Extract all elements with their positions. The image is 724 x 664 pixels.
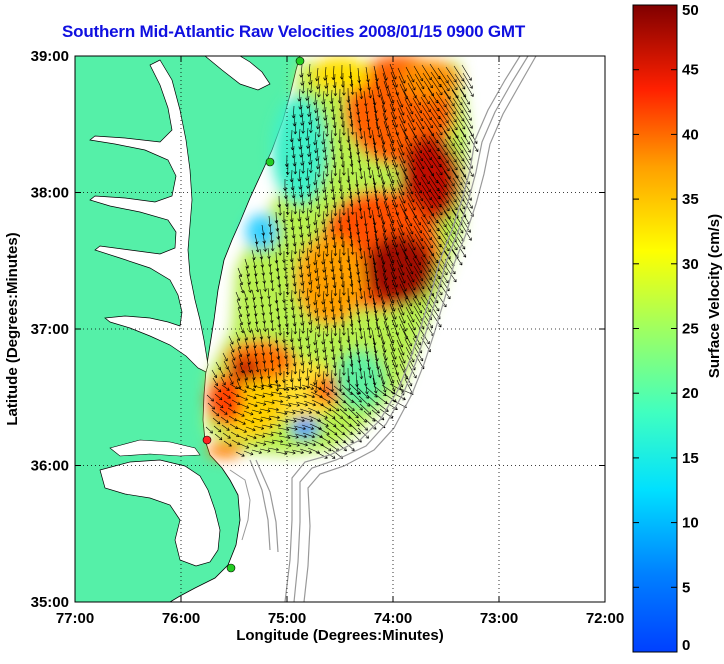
- radar-site-marker: [295, 56, 305, 66]
- delaware-bay: [204, 56, 271, 91]
- y-tick-label: 36:00: [31, 458, 69, 475]
- colorbar-tick-label: 20: [682, 385, 699, 402]
- albemarle-sound: [109, 439, 201, 457]
- x-axis-label: Longitude (Degrees:Minutes): [236, 627, 444, 644]
- radar-site-marker: [265, 157, 275, 167]
- x-axis: 77:00 76:00 75:00 74:00 73:00 72:00: [56, 56, 624, 627]
- x-tick-label: 73:00: [480, 610, 518, 627]
- colorbar-tick-label: 35: [682, 191, 699, 208]
- y-axis-label: Latitude (Degrees:Minutes): [4, 232, 21, 425]
- colorbar-tick-label: 0: [682, 637, 690, 654]
- y-tick-label: 35:00: [31, 594, 69, 611]
- pamlico-sound: [99, 459, 221, 567]
- colorbar-label: Surface Velocity (cm/s): [706, 214, 723, 378]
- nc-shelf-contour: [229, 469, 251, 541]
- colorbar-tick-label: 45: [682, 62, 699, 79]
- velocity-field: [205, 56, 468, 458]
- vector-arrow-paths: [205, 63, 479, 459]
- x-tick-label: 75:00: [268, 610, 306, 627]
- radar-site-marker: [202, 435, 212, 445]
- radar-site-marker: [226, 563, 236, 573]
- y-tick-label: 38:00: [31, 185, 69, 202]
- gridlines: [75, 56, 605, 602]
- x-tick-label: 76:00: [162, 610, 200, 627]
- colorbar-ticks: 0 5 10 15 20 25 30 35 40 45 50: [633, 2, 699, 654]
- y-tick-label: 39:00: [31, 48, 69, 65]
- x-tick-label: 72:00: [586, 610, 624, 627]
- chesapeake-bay: [89, 59, 209, 373]
- colorbar-tick-label: 50: [682, 2, 699, 19]
- y-axis: 35:00 36:00 37:00 38:00 39:00: [31, 48, 605, 611]
- colorbar-tick-label: 30: [682, 256, 699, 273]
- colorbar-tick-label: 15: [682, 450, 699, 467]
- colorbar-tick-label: 10: [682, 515, 699, 532]
- colorbar-tick-label: 40: [682, 126, 699, 143]
- bathymetry-contours: [249, 56, 537, 602]
- x-tick-label: 77:00: [56, 610, 94, 627]
- colorbar-tick-label: 25: [682, 321, 699, 338]
- x-tick-label: 74:00: [374, 610, 412, 627]
- map-title: Southern Mid-Atlantic Raw Velocities 200…: [62, 22, 526, 41]
- colorbar: [632, 4, 678, 653]
- y-tick-label: 37:00: [31, 321, 69, 338]
- velocity-vectors: [205, 63, 479, 459]
- colorbar-tick-label: 5: [682, 579, 690, 596]
